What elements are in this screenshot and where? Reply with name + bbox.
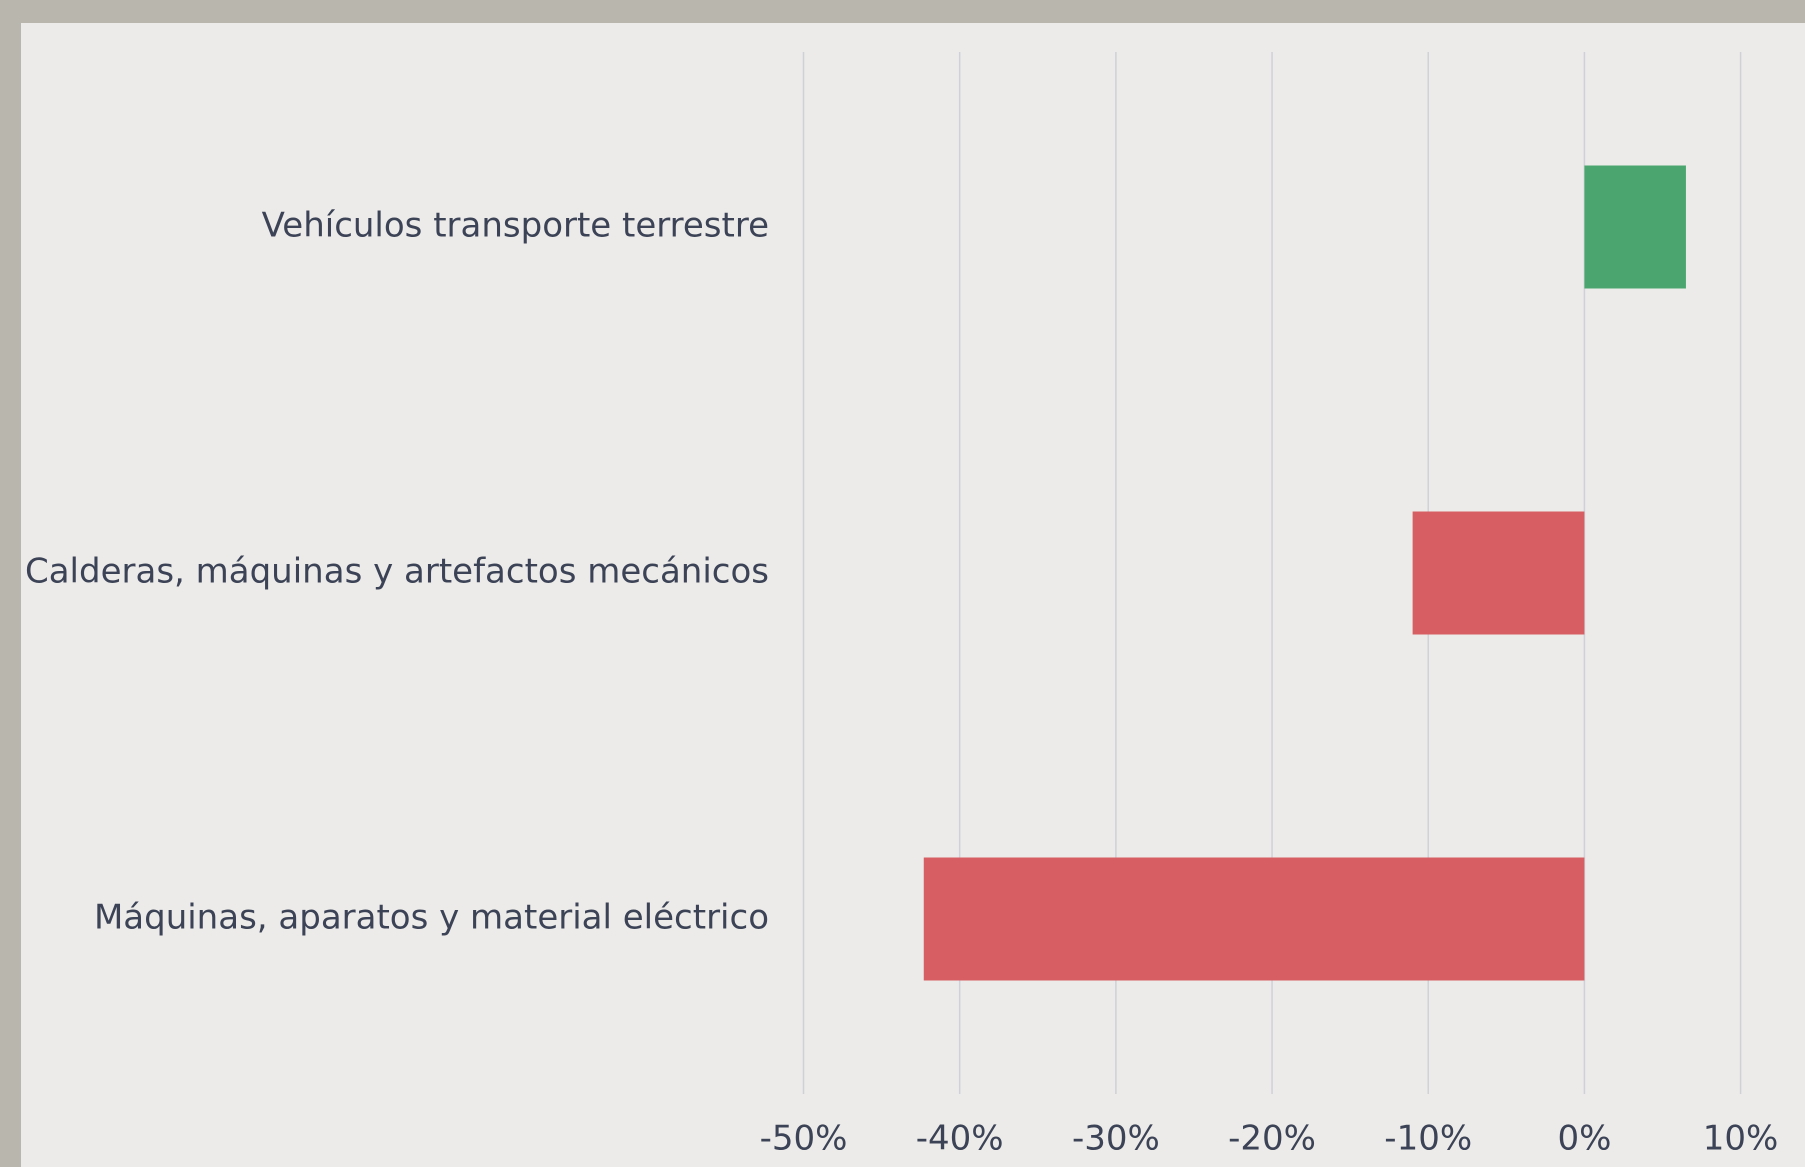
x-tick-label: 10% [1703,1119,1779,1159]
category-label: Vehículos transporte terrestre [262,206,769,246]
category-label: Máquinas, aparatos y material eléctrico [94,898,769,938]
x-tick-label: -50% [760,1119,848,1159]
x-tick-label: -10% [1384,1119,1472,1159]
category-label: Calderas, máquinas y artefactos mecánico… [25,552,769,592]
x-tick-label: 0% [1557,1119,1611,1159]
bar [1584,165,1686,289]
bar [923,857,1585,981]
bar [1412,511,1585,635]
x-tick-label: -40% [916,1119,1004,1159]
x-tick-label: -30% [1072,1119,1160,1159]
x-tick-label: -20% [1228,1119,1316,1159]
